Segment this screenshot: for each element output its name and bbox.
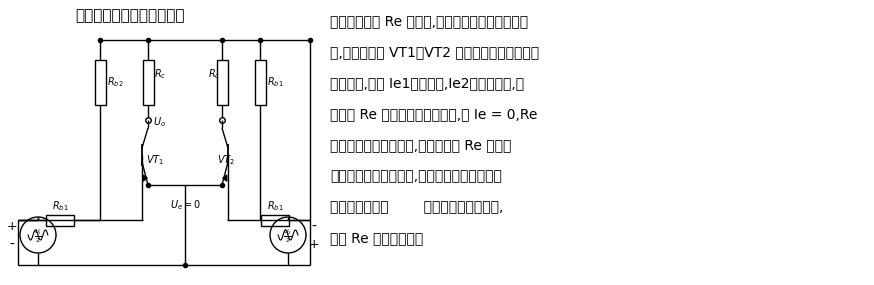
Text: $VT_2$: $VT_2$ <box>217 153 235 167</box>
Bar <box>254 60 266 105</box>
Text: $U_o$: $U_o$ <box>153 115 166 129</box>
Text: 所示。图中的 Re 没有了,这是因为当输入差模信号: 所示。图中的 Re 没有了,这是因为当输入差模信号 <box>330 14 528 28</box>
Bar <box>261 215 289 225</box>
Bar <box>217 60 227 105</box>
Text: 了一个旁路电容。因此,这种电路的电压增益、: 了一个旁路电容。因此,这种电路的电压增益、 <box>330 169 502 183</box>
Bar <box>142 60 154 105</box>
Text: 对差模信号相当于短路,这就好像在 Re 上并联: 对差模信号相当于短路,这就好像在 Re 上并联 <box>330 138 511 152</box>
Text: $\frac{U_i}{2}$: $\frac{U_i}{2}$ <box>34 227 42 245</box>
Polygon shape <box>223 175 226 181</box>
Text: +: + <box>309 239 319 251</box>
Text: $R_c$: $R_c$ <box>208 68 220 82</box>
Text: 是流过 Re 的电流总量是不变的,即 Ie = 0,Re: 是流过 Re 的电流总量是不变的,即 Ie = 0,Re <box>330 107 538 121</box>
Text: 极性相反,所以 Ie1增加多少,Ie2就减小多少,于: 极性相反,所以 Ie1增加多少,Ie2就减小多少,于 <box>330 76 524 90</box>
Text: $R_{b1}$: $R_{b1}$ <box>267 199 283 213</box>
Text: $VT_1$: $VT_1$ <box>146 153 164 167</box>
Polygon shape <box>143 175 147 181</box>
Text: $R_{b1}$: $R_{b1}$ <box>52 199 68 213</box>
Text: $R_{b2}$: $R_{b2}$ <box>107 76 123 89</box>
Text: -: - <box>10 238 15 252</box>
Text: 时,由于输入到 VT1、VT2 基极的信号大小相等、: 时,由于输入到 VT1、VT2 基极的信号大小相等、 <box>330 45 539 59</box>
Text: $R_{b1}$: $R_{b1}$ <box>267 76 284 89</box>
Text: $\frac{U_2}{2}$: $\frac{U_2}{2}$ <box>283 227 293 245</box>
Text: 输入阻抗都和图        的基本差动电路相同,: 输入阻抗都和图 的基本差动电路相同, <box>330 200 503 214</box>
Text: -: - <box>311 220 316 234</box>
Text: 即和 Re 的存在无关。: 即和 Re 的存在无关。 <box>330 231 423 245</box>
Bar <box>94 60 106 105</box>
Text: 动态工作时的交流通路如图: 动态工作时的交流通路如图 <box>75 9 184 23</box>
Text: $U_e=0$: $U_e=0$ <box>170 198 201 212</box>
Bar <box>46 215 74 225</box>
Text: $R_c$: $R_c$ <box>154 68 166 82</box>
Text: +: + <box>7 221 17 233</box>
